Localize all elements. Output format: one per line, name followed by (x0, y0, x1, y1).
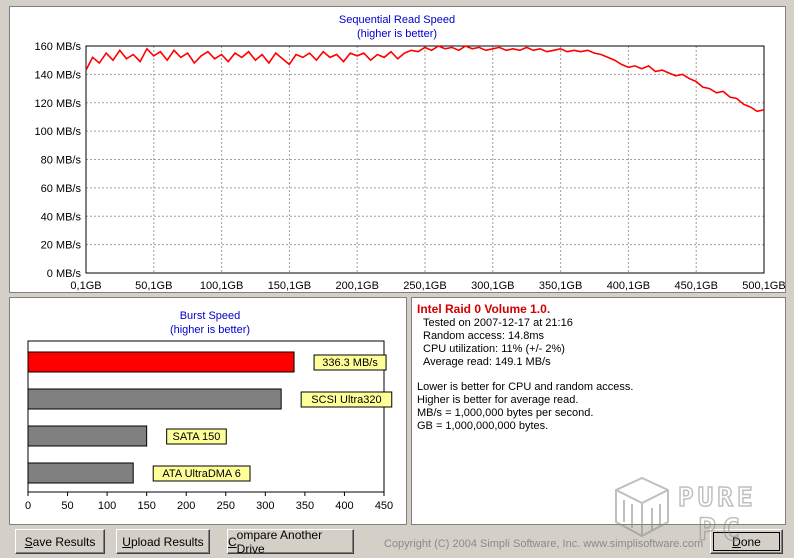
y-tick-label: 40 MB/s (41, 211, 82, 223)
bar-label: ATA UltraDMA 6 (162, 468, 240, 480)
sequential-read-panel: Sequential Read Speed (higher is better)… (9, 6, 786, 293)
x-tick-label: 400,1GB (607, 280, 650, 292)
x-tick-label: 500,1GB (742, 280, 785, 292)
burst-bar (27, 425, 148, 447)
y-tick-label: 80 MB/s (41, 155, 82, 167)
compare-hotkey: C (228, 534, 237, 549)
y-tick-label: 100 MB/s (35, 126, 82, 138)
results-info-panel: Intel Raid 0 Volume 1.0. Tested on 2007-… (411, 297, 786, 525)
x-tick-label: 250,1GB (403, 280, 446, 292)
read-speed-line (85, 45, 765, 113)
y-tick-label: 60 MB/s (41, 183, 82, 195)
x-tick-label: 450 (375, 500, 393, 512)
x-tick-label: 350 (296, 500, 314, 512)
chart-title: Burst Speed (180, 310, 241, 322)
burst-bar (27, 388, 282, 410)
x-tick-label: 200 (177, 500, 195, 512)
burst-bar (27, 462, 134, 484)
chart-title: Sequential Read Speed (339, 14, 455, 26)
random-access-value: Random access: 14.8ms (423, 330, 545, 342)
x-tick-label: 300 (256, 500, 274, 512)
pure-pc-logo: PURE PC (615, 476, 757, 548)
copyright-text: Copyright (C) 2004 Simpli Software, Inc.… (384, 538, 704, 550)
save-label-rest: ave Results (32, 534, 96, 549)
y-tick-label: 140 MB/s (35, 69, 82, 81)
cpu-utilization-value: CPU utilization: 11% (+/- 2%) (423, 343, 565, 355)
bar-label-box (152, 465, 251, 482)
x-tick-label: 200,1GB (335, 280, 378, 292)
burst-speed-chart: Burst Speed (higher is better) 0 50 100 150… (25, 310, 393, 512)
burst-speed-panel: Burst Speed (higher is better) 0 50 100 150… (9, 297, 407, 525)
bar-label: 336.3 MB/s (322, 357, 378, 369)
average-read-value: Average read: 149.1 MB/s (423, 356, 551, 368)
upload-hotkey: U (122, 534, 131, 549)
sequential-read-chart: Sequential Read Speed (higher is better)… (35, 14, 786, 292)
compare-label-rest: ompare Another Drive (236, 527, 323, 556)
y-tick-label: 120 MB/s (35, 98, 82, 110)
bar-label-box (166, 428, 227, 445)
x-tick-label: 50 (61, 500, 73, 512)
cube-logo-icon (615, 476, 669, 538)
x-tick-label: 350,1GB (539, 280, 582, 292)
x-tick-label: 400 (335, 500, 353, 512)
logo-text: PURE (678, 483, 757, 513)
note-lower-better: Lower is better for CPU and random acces… (417, 381, 634, 393)
save-hotkey: S (24, 534, 33, 549)
upload-label-rest: pload Results (130, 534, 204, 549)
y-tick-label: 160 MB/s (35, 41, 82, 53)
bar-label: SATA 150 (173, 431, 221, 443)
x-tick-label: 50,1GB (135, 280, 172, 292)
note-gb-definition: GB = 1,000,000,000 bytes. (417, 420, 549, 432)
chart-subtitle: (higher is better) (357, 28, 437, 40)
logo-text-pc: PC (698, 513, 746, 548)
note-higher-better: Higher is better for average read. (417, 394, 579, 406)
done-hotkey: D (732, 534, 741, 549)
tested-date: Tested on 2007-12-17 at 21:16 (423, 317, 573, 329)
y-tick-label: 0 MB/s (47, 268, 82, 280)
burst-bar (27, 351, 295, 373)
x-tick-label: 300,1GB (471, 280, 514, 292)
chart-subtitle: (higher is better) (170, 324, 250, 336)
drive-name: Intel Raid 0 Volume 1.0. (417, 302, 551, 316)
x-tick-label: 0 (25, 500, 31, 512)
plot-frame (85, 45, 765, 274)
bar-label-box (313, 354, 387, 371)
x-tick-label: 100,1GB (200, 280, 243, 292)
bar-label-box (300, 391, 393, 408)
x-tick-label: 100 (98, 500, 116, 512)
note-mbs-definition: MB/s = 1,000,000 bytes per second. (417, 407, 594, 419)
x-tick-label: 0,1GB (70, 280, 101, 292)
x-tick-label: 150 (137, 500, 155, 512)
y-tick-label: 20 MB/s (41, 240, 82, 252)
x-tick-label: 250 (217, 500, 235, 512)
x-tick-label: 450,1GB (674, 280, 717, 292)
plot-frame (27, 340, 385, 493)
done-label-rest: one (740, 534, 761, 549)
x-tick-label: 150,1GB (268, 280, 311, 292)
bar-label: SCSI Ultra320 (311, 394, 381, 406)
